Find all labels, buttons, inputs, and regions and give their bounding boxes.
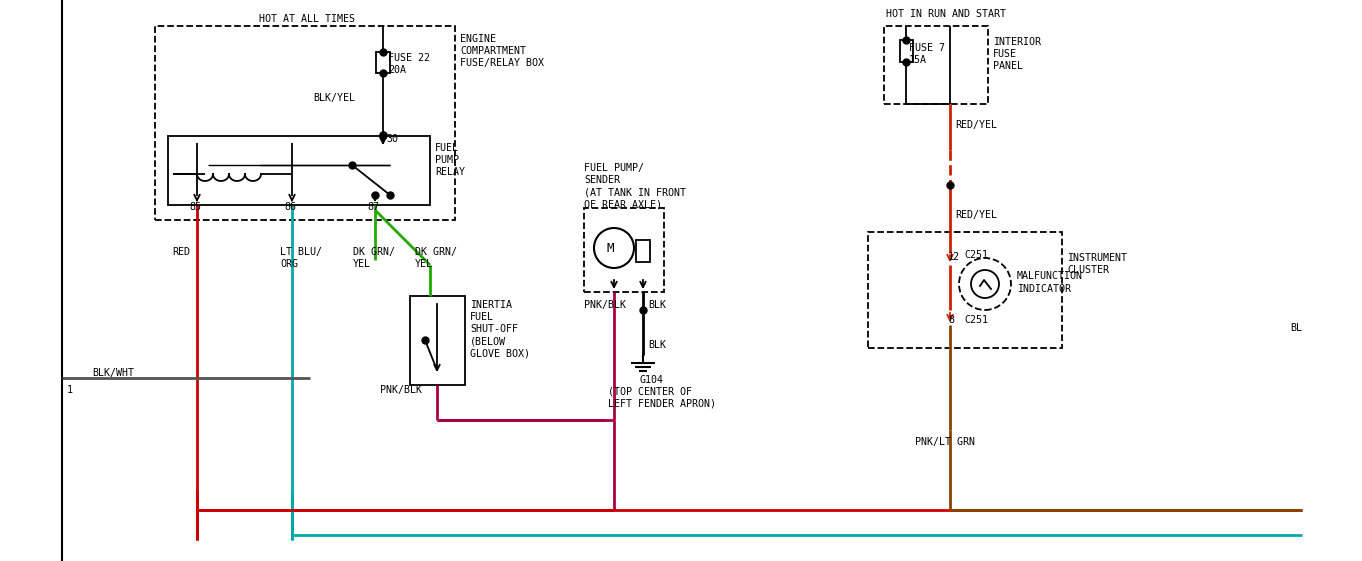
- Text: FUSE: FUSE: [993, 49, 1017, 59]
- Text: (AT TANK IN FRONT: (AT TANK IN FRONT: [584, 187, 686, 197]
- Text: GLOVE BOX): GLOVE BOX): [470, 348, 530, 358]
- Text: YEL: YEL: [415, 259, 433, 269]
- Text: 15A: 15A: [908, 55, 928, 65]
- Bar: [636, 240, 650, 262]
- Text: FUSE 7: FUSE 7: [908, 43, 945, 53]
- Text: 20A: 20A: [388, 65, 406, 75]
- FancyBboxPatch shape: [410, 296, 464, 385]
- Text: BLK: BLK: [648, 340, 666, 350]
- Text: FUEL PUMP/: FUEL PUMP/: [584, 163, 644, 173]
- Text: RELAY: RELAY: [434, 167, 464, 177]
- Text: C251: C251: [964, 315, 987, 325]
- Text: 1: 1: [67, 385, 74, 395]
- Text: RED/YEL: RED/YEL: [955, 210, 997, 220]
- Text: (BELOW: (BELOW: [470, 336, 507, 346]
- Text: BL: BL: [1290, 323, 1302, 333]
- Text: BLK/WHT: BLK/WHT: [93, 368, 133, 378]
- Text: SHUT-OFF: SHUT-OFF: [470, 324, 518, 334]
- FancyBboxPatch shape: [884, 26, 987, 104]
- Text: M: M: [606, 241, 614, 255]
- Text: INSTRUMENT: INSTRUMENT: [1066, 253, 1126, 263]
- Text: PANEL: PANEL: [993, 61, 1023, 71]
- Text: BLK: BLK: [648, 300, 666, 310]
- Text: RED/YEL: RED/YEL: [955, 120, 997, 130]
- Text: LEFT FENDER APRON): LEFT FENDER APRON): [607, 399, 716, 409]
- Text: CLUSTER: CLUSTER: [1066, 265, 1109, 275]
- Text: PNK/BLK: PNK/BLK: [380, 385, 422, 395]
- Text: 30: 30: [385, 134, 398, 144]
- Text: INTERIOR: INTERIOR: [993, 37, 1041, 47]
- Text: FUSE 22: FUSE 22: [388, 53, 430, 63]
- Text: FUEL: FUEL: [434, 143, 459, 153]
- Text: ORG: ORG: [281, 259, 298, 269]
- Text: PNK/LT GRN: PNK/LT GRN: [915, 437, 975, 447]
- Text: INERTIA: INERTIA: [470, 300, 512, 310]
- Text: FUEL: FUEL: [470, 312, 494, 322]
- Text: 12: 12: [948, 252, 960, 262]
- Text: OF REAR AXLE): OF REAR AXLE): [584, 199, 662, 209]
- Text: DK GRN/: DK GRN/: [353, 247, 395, 257]
- Text: LT BLU/: LT BLU/: [281, 247, 321, 257]
- Text: DK GRN/: DK GRN/: [415, 247, 458, 257]
- Text: HOT AT ALL TIMES: HOT AT ALL TIMES: [259, 14, 355, 24]
- Text: COMPARTMENT: COMPARTMENT: [460, 46, 526, 56]
- Bar: [900, 40, 913, 62]
- Text: ENGINE: ENGINE: [460, 34, 496, 44]
- Text: 86: 86: [285, 202, 296, 212]
- Text: C251: C251: [964, 250, 987, 260]
- Text: PUMP: PUMP: [434, 155, 459, 165]
- Text: PNK/BLK: PNK/BLK: [584, 300, 627, 310]
- Text: 8: 8: [948, 315, 953, 325]
- Text: SENDER: SENDER: [584, 175, 620, 185]
- Bar: [376, 52, 390, 73]
- Text: FUSE/RELAY BOX: FUSE/RELAY BOX: [460, 58, 543, 68]
- Text: (TOP CENTER OF: (TOP CENTER OF: [607, 387, 692, 397]
- FancyBboxPatch shape: [584, 208, 665, 292]
- Text: RED: RED: [172, 247, 191, 257]
- FancyBboxPatch shape: [168, 136, 430, 205]
- Text: MALFUNCTION: MALFUNCTION: [1017, 271, 1083, 281]
- Text: HOT IN RUN AND START: HOT IN RUN AND START: [887, 9, 1007, 19]
- Text: 85: 85: [189, 202, 202, 212]
- Text: 87: 87: [366, 202, 379, 212]
- Text: YEL: YEL: [353, 259, 370, 269]
- Text: INDICATOR: INDICATOR: [1017, 284, 1071, 294]
- Text: G104: G104: [640, 375, 665, 385]
- Text: BLK/YEL: BLK/YEL: [313, 93, 355, 103]
